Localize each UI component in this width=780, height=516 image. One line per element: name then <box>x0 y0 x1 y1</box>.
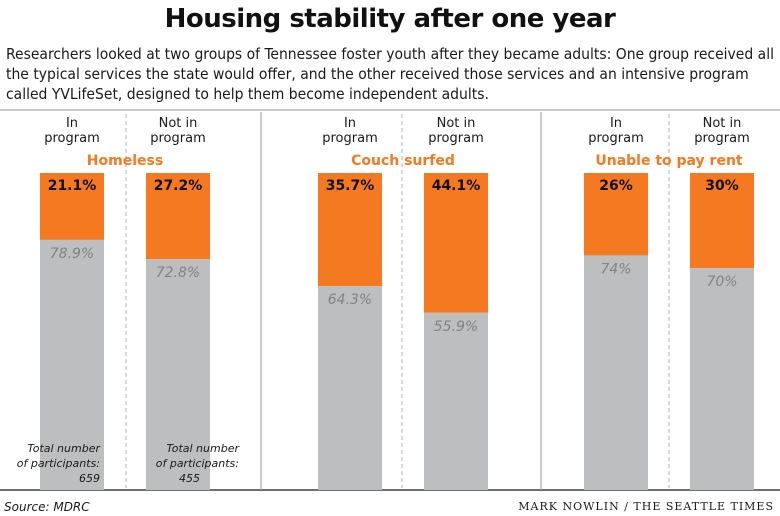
panel-title: Homeless <box>87 153 163 169</box>
group-label: program <box>428 131 484 146</box>
data-label: 64.3% <box>328 292 372 308</box>
group-label: In <box>344 116 356 131</box>
participants-label: of participants: <box>17 457 100 470</box>
participants-label: of participants: <box>156 457 239 470</box>
group-label: In <box>610 116 622 131</box>
data-label: 26% <box>599 178 633 194</box>
chart-title: Housing stability after one year <box>164 4 616 34</box>
data-label: 74% <box>600 261 631 277</box>
group-label: Not in <box>703 116 742 131</box>
data-label: 72.8% <box>156 265 200 281</box>
group-label: program <box>322 131 378 146</box>
bar-segment-not-affected <box>424 312 488 490</box>
bar-segment-not-affected <box>690 268 754 490</box>
data-label: 21.1% <box>48 178 97 194</box>
data-label: 27.2% <box>154 178 203 194</box>
participants-count: 455 <box>179 472 200 485</box>
bar-segment-affected <box>584 173 648 256</box>
group-label: program <box>44 131 100 146</box>
bar-segment-not-affected <box>40 239 104 490</box>
bar-segment-affected <box>424 173 488 313</box>
group-label: program <box>150 131 206 146</box>
group-label: In <box>66 116 78 131</box>
chart-subtitle: Researchers looked at two groups of Tenn… <box>6 45 774 103</box>
data-label: 70% <box>706 274 737 290</box>
data-label: 35.7% <box>326 178 375 194</box>
group-label: program <box>588 131 644 146</box>
group-label: program <box>694 131 750 146</box>
data-label: 30% <box>705 178 739 194</box>
bar-segment-affected <box>146 173 210 260</box>
bar-segment-affected <box>40 173 104 240</box>
data-label: 55.9% <box>434 319 478 335</box>
panel-title: Unable to pay rent <box>595 153 743 169</box>
data-label: 44.1% <box>432 178 481 194</box>
bar-segment-not-affected <box>584 255 648 490</box>
bar-segment-not-affected <box>146 259 210 490</box>
credit-line: MARK NOWLIN / THE SEATTLE TIMES <box>518 500 774 513</box>
group-label: Not in <box>437 116 476 131</box>
data-label: 78.9% <box>50 246 94 262</box>
participants-label: Total number <box>166 442 240 455</box>
bar-segment-affected <box>318 173 382 287</box>
bar-segment-affected <box>690 173 754 269</box>
participants-count: 659 <box>79 472 100 485</box>
group-label: Not in <box>159 116 198 131</box>
participants-label: Total number <box>27 442 101 455</box>
panel-title: Couch surfed <box>351 153 455 169</box>
source-note: Source: MDRC <box>4 500 90 514</box>
bar-segment-not-affected <box>318 286 382 490</box>
